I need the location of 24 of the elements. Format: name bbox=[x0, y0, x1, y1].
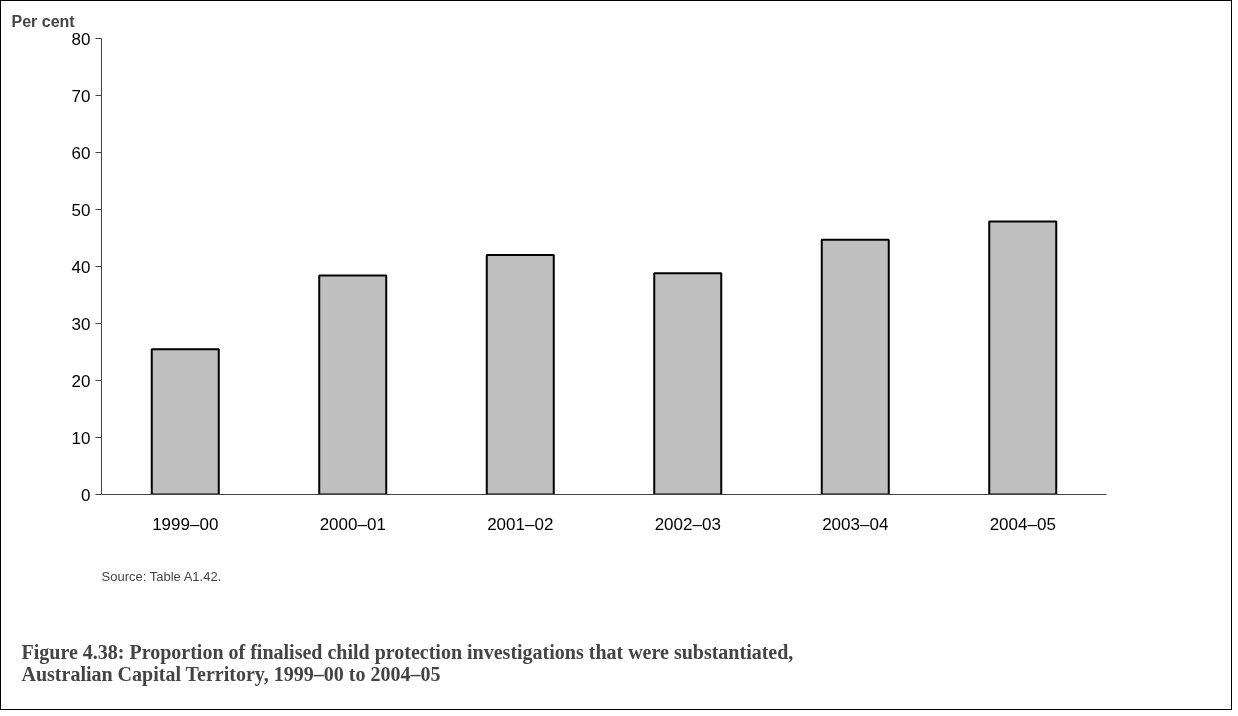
y-tick-label: 70 bbox=[71, 86, 91, 106]
x-tick-label: 2001–02 bbox=[487, 514, 554, 534]
text: Figure 4.38: Proportion of finalised child protection investigations that were substantiated, Australian Capital Territory, 1999–00 to 2004–05 bbox=[21, 640, 794, 686]
y-tick-label: 80 bbox=[71, 29, 91, 49]
bar bbox=[820, 238, 890, 495]
y-tick-label: 60 bbox=[71, 143, 91, 163]
x-tick-label: 2000–01 bbox=[319, 514, 386, 534]
x-tick-label: 2004–05 bbox=[989, 514, 1056, 534]
y-tick-label: 20 bbox=[71, 371, 91, 391]
y-tick-label: 0 bbox=[81, 485, 91, 505]
y-tick-label: 10 bbox=[71, 428, 91, 448]
x-tick-label: 2002–03 bbox=[654, 514, 721, 534]
x-tick-label: 2003–04 bbox=[822, 514, 889, 534]
y-tick-label: 50 bbox=[71, 200, 91, 220]
y-tick-label: 40 bbox=[71, 257, 91, 277]
bar bbox=[653, 272, 723, 495]
x-tick-label: 1999–00 bbox=[152, 514, 219, 534]
bar bbox=[485, 254, 555, 495]
source-note: Source: Table A1.42. bbox=[101, 568, 222, 584]
bar bbox=[318, 274, 388, 495]
bar bbox=[988, 220, 1058, 495]
y-tick-label: 30 bbox=[71, 314, 91, 334]
bar bbox=[150, 348, 220, 495]
y-axis-title: Per cent bbox=[11, 12, 76, 30]
